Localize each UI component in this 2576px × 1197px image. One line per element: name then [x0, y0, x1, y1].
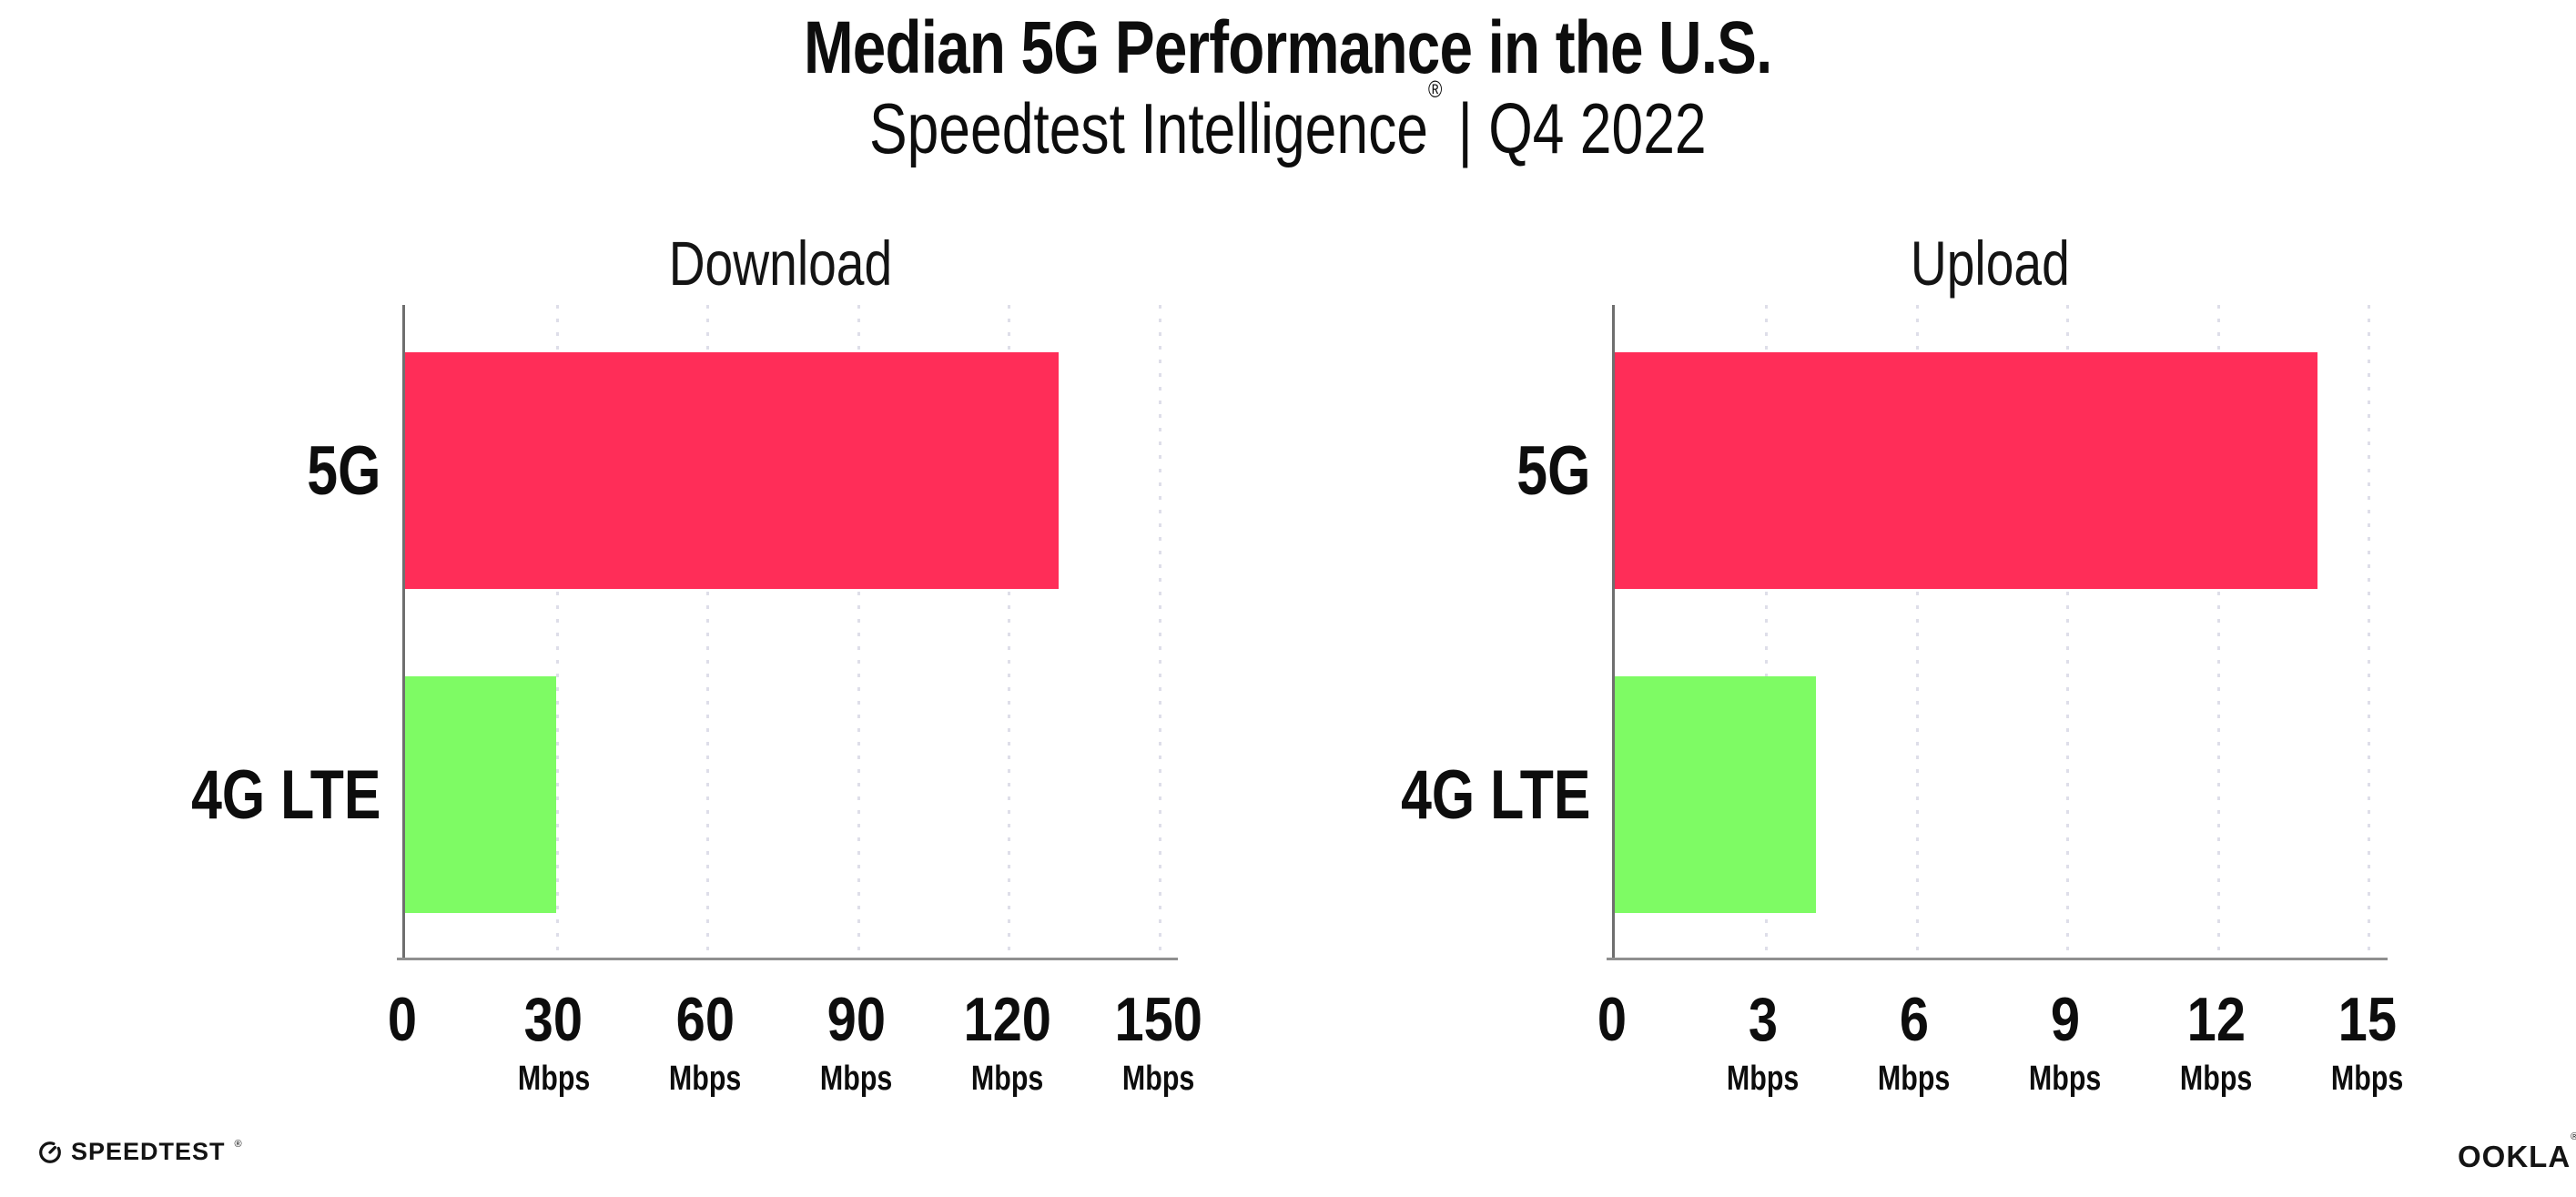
upload-x-tick-labels: 0 3 Mbps 6 Mbps 9 Mbps 12 Mbps 15 Mbps: [1597, 989, 2404, 1107]
x-tick-unit: Mbps: [971, 1060, 1044, 1098]
gridline-90-download: [857, 305, 860, 959]
subtitle-period: | Q4 2022: [1442, 88, 1707, 168]
gridline-150-download: [1159, 305, 1161, 959]
x-tick-150-download: 150 Mbps: [1050, 989, 1268, 1096]
x-tick-120-download: 120 Mbps: [898, 989, 1117, 1096]
ookla-registered-mark: ®: [2571, 1131, 2576, 1142]
x-tick-unit: Mbps: [1878, 1060, 1951, 1098]
speedtest-logo: SPEEDTEST ®: [38, 1138, 242, 1166]
gridline-3-upload: [1765, 305, 1769, 959]
x-tick-60-download: 60 Mbps: [595, 989, 814, 1096]
category-label-text: 5G: [306, 431, 380, 510]
x-tick-unit: Mbps: [819, 1060, 893, 1098]
download-x-tick-labels: 0 30 Mbps 60 Mbps 90 Mbps 120 Mbps 150 Mbps: [388, 989, 1202, 1107]
x-tick-number: 30: [524, 985, 583, 1054]
x-tick-number: 120: [963, 985, 1052, 1054]
gridline-15-upload: [2368, 305, 2370, 959]
speedtest-registered-mark: ®: [234, 1138, 242, 1150]
x-tick-0-download: 0: [293, 989, 512, 1050]
category-label-4g-lte-download: 4G LTE: [144, 676, 380, 913]
gridline-120-download: [1008, 305, 1011, 959]
x-tick-unit: Mbps: [668, 1060, 742, 1098]
bar-4g-lte-upload: [1615, 676, 1816, 913]
page-subtitle-text: Speedtest Intelligence® | Q4 2022: [869, 76, 1707, 170]
x-tick-number: 90: [827, 985, 886, 1054]
x-tick-6-upload: 6 Mbps: [1805, 989, 2023, 1096]
gridline-60-download: [706, 305, 710, 959]
x-tick-unit: Mbps: [517, 1060, 590, 1098]
category-label-text: 5G: [1516, 431, 1590, 510]
x-tick-unit: Mbps: [1122, 1060, 1195, 1098]
x-tick-number: 9: [2050, 985, 2081, 1054]
x-tick-number: 0: [1597, 985, 1628, 1054]
upload-x-axis: [1607, 958, 2388, 960]
gridline-9-upload: [2066, 305, 2070, 959]
x-tick-number: 60: [675, 985, 735, 1054]
category-label-5g-download: 5G: [289, 352, 380, 589]
x-tick-0-upload: 0: [1503, 989, 1721, 1050]
download-category-labels: 5G 4G LTE: [80, 305, 380, 959]
upload-chart-title: Upload: [1910, 228, 2070, 299]
download-plot: [402, 305, 1161, 959]
bar-4g-lte-download: [405, 676, 556, 913]
x-tick-unit: Mbps: [2029, 1060, 2102, 1098]
gridline-30-download: [555, 305, 559, 959]
page-title: Median 5G Performance in the U.S.: [0, 5, 2576, 91]
x-tick-number: 3: [1748, 985, 1779, 1054]
x-tick-unit: Mbps: [2331, 1060, 2404, 1098]
gridline-12-upload: [2216, 305, 2220, 959]
upload-category-labels: 5G 4G LTE: [1290, 305, 1590, 959]
download-x-axis: [397, 958, 1178, 960]
x-tick-number: 6: [1899, 985, 1930, 1054]
x-tick-unit: Mbps: [2180, 1060, 2253, 1098]
upload-plot: [1612, 305, 2370, 959]
category-label-text: 4G LTE: [190, 756, 380, 834]
page-title-text: Median 5G Performance in the U.S.: [804, 6, 1772, 89]
category-label-text: 4G LTE: [1400, 756, 1590, 834]
x-tick-15-upload: 15 Mbps: [2258, 989, 2477, 1096]
download-chart-title: Download: [668, 228, 893, 299]
x-tick-number: 15: [2338, 985, 2398, 1054]
x-tick-number: 12: [2186, 985, 2246, 1054]
registered-mark: ®: [1428, 76, 1443, 103]
x-tick-30-download: 30 Mbps: [444, 989, 663, 1096]
x-tick-90-download: 90 Mbps: [747, 989, 966, 1096]
bar-5g-download: [405, 352, 1059, 589]
x-tick-number: 150: [1114, 985, 1203, 1054]
ookla-logo: OOKLA ®: [2458, 1131, 2576, 1174]
x-tick-number: 0: [387, 985, 418, 1054]
category-label-5g-upload: 5G: [1498, 352, 1590, 589]
subtitle-brand: Speedtest Intelligence: [869, 88, 1429, 168]
x-tick-unit: Mbps: [1727, 1060, 1800, 1098]
speedtest-wordmark: SPEEDTEST: [71, 1138, 226, 1165]
gridline-6-upload: [1915, 305, 1919, 959]
x-tick-12-upload: 12 Mbps: [2107, 989, 2326, 1096]
ookla-wordmark: OOKLA: [2458, 1140, 2571, 1173]
x-tick-3-upload: 3 Mbps: [1654, 989, 1872, 1096]
bar-5g-upload: [1615, 352, 2317, 589]
speedtest-gauge-icon: [39, 1141, 61, 1163]
page-subtitle: Speedtest Intelligence® | Q4 2022: [0, 76, 2576, 170]
x-tick-9-upload: 9 Mbps: [1956, 989, 2175, 1096]
category-label-4g-lte-upload: 4G LTE: [1354, 676, 1590, 913]
